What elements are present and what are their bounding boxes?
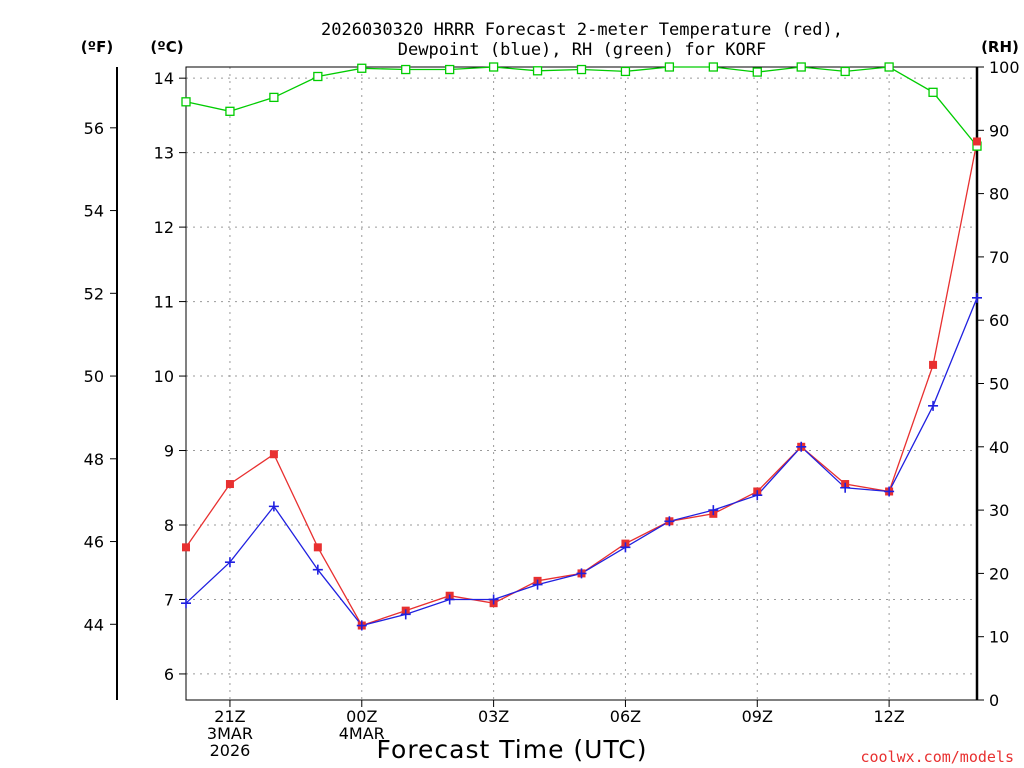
x-tick-label: 3MAR [207,724,253,743]
dewpoint-point [752,490,763,501]
fahrenheit-tick-label: 54 [84,202,104,221]
celsius-tick-label: 9 [164,442,174,461]
x-tick-label: 03Z [478,707,509,726]
fahrenheit-tick-label: 50 [84,367,104,386]
chart-title-line1: 2026030320 HRRR Forecast 2-meter Tempera… [321,20,843,40]
celsius-tick-label: 10 [154,367,174,386]
fahrenheit-tick-label: 52 [84,284,104,303]
x-tick-label: 21Z [214,707,245,726]
temperature-point [225,480,234,489]
dewpoint-point [488,594,499,605]
celsius-tick-label: 11 [154,293,174,312]
rh-tick-label: 20 [989,564,1009,583]
rh-point [928,87,938,97]
rh-point [401,64,411,75]
credit-link[interactable]: coolwx.com/models [860,748,1014,766]
celsius-tick-label: 8 [164,516,174,535]
rh-point [488,62,499,72]
x-tick-label: 00Z [346,707,377,726]
rh-tick-label: 0 [989,691,999,710]
dewpoint-point [708,505,719,516]
x-tick-label: 12Z [873,707,904,726]
rh-point [313,71,323,82]
rh-point [664,62,675,72]
data-series [181,62,982,631]
fahrenheit-tick-label: 44 [84,615,104,634]
chart-title-line2: Dewpoint (blue), RH (green) for KORF [398,40,766,60]
grid-lines [186,67,977,700]
rh-point [225,106,235,116]
celsius-unit-label: (ºC) [150,38,183,56]
celsius-tick-label: 6 [164,665,174,684]
fahrenheit-unit-label: (ºF) [81,38,113,56]
rh-point [269,92,279,103]
fahrenheit-tick-label: 48 [84,450,104,469]
rh-tick-label: 60 [989,311,1009,330]
rh-point [576,64,587,75]
x-tick-label: 4MAR [339,724,385,743]
rh-tick-label: 100 [989,58,1020,77]
dewpoint-point [576,568,587,579]
dewpoint-point [796,441,807,452]
fahrenheit-tick-label: 46 [84,533,104,552]
dewpoint-point [972,292,982,303]
rh-point [445,64,455,75]
temperature-point [313,543,322,552]
rh-tick-label: 40 [989,438,1009,457]
dewpoint-point [356,620,367,631]
temperature-line [185,141,978,627]
rh-point [708,62,718,72]
dewpoint-point [532,579,543,590]
rh-unit-label: (RH) [981,38,1019,56]
rh-point [840,66,850,77]
celsius-tick-label: 14 [154,69,174,88]
x-tick-label: 06Z [610,707,641,726]
rh-point [620,66,631,77]
rh-tick-label: 50 [989,375,1009,394]
celsius-tick-label: 7 [164,590,174,609]
rh-line [185,66,978,147]
dewpoint-point [224,557,235,568]
rh-tick-label: 90 [989,121,1009,140]
rh-tick-label: 80 [989,185,1009,204]
rh-point [884,62,894,72]
temperature-point [269,450,278,459]
rh-point [532,66,543,76]
dewpoint-point [444,594,455,605]
x-tick-label: 09Z [742,707,773,726]
tick-labels: 6 7 8 9 10 11 12 13 14 44 46 48 50 52 54 56 0 10 20 30 40 50 6… [84,58,1020,760]
x-tick-label: 2026 [210,741,251,760]
celsius-tick-label: 13 [154,144,174,163]
dewpoint-point [928,400,939,411]
dewpoint-point [620,542,631,553]
dewpoint-point [664,516,675,527]
dewpoint-point [840,482,851,493]
x-axis-label: Forecast Time (UTC) [377,735,648,764]
dewpoint-point [884,486,895,497]
axes [116,66,979,701]
rh-point [796,62,806,72]
rh-point [752,67,762,77]
dewpoint-point [400,609,411,620]
rh-point [357,63,367,73]
celsius-tick-label: 12 [154,218,174,237]
dewpoint-point [268,501,279,512]
rh-tick-label: 70 [989,248,1009,267]
temperature-point [973,137,981,146]
rh-point [181,97,191,107]
rh-tick-label: 30 [989,501,1009,520]
temperature-point [182,543,190,552]
temperature-point [929,360,938,369]
dewpoint-point [312,564,323,575]
fahrenheit-tick-label: 56 [84,119,104,138]
rh-tick-label: 10 [989,628,1009,647]
plot-frame [185,66,978,701]
dewpoint-point [181,598,191,609]
